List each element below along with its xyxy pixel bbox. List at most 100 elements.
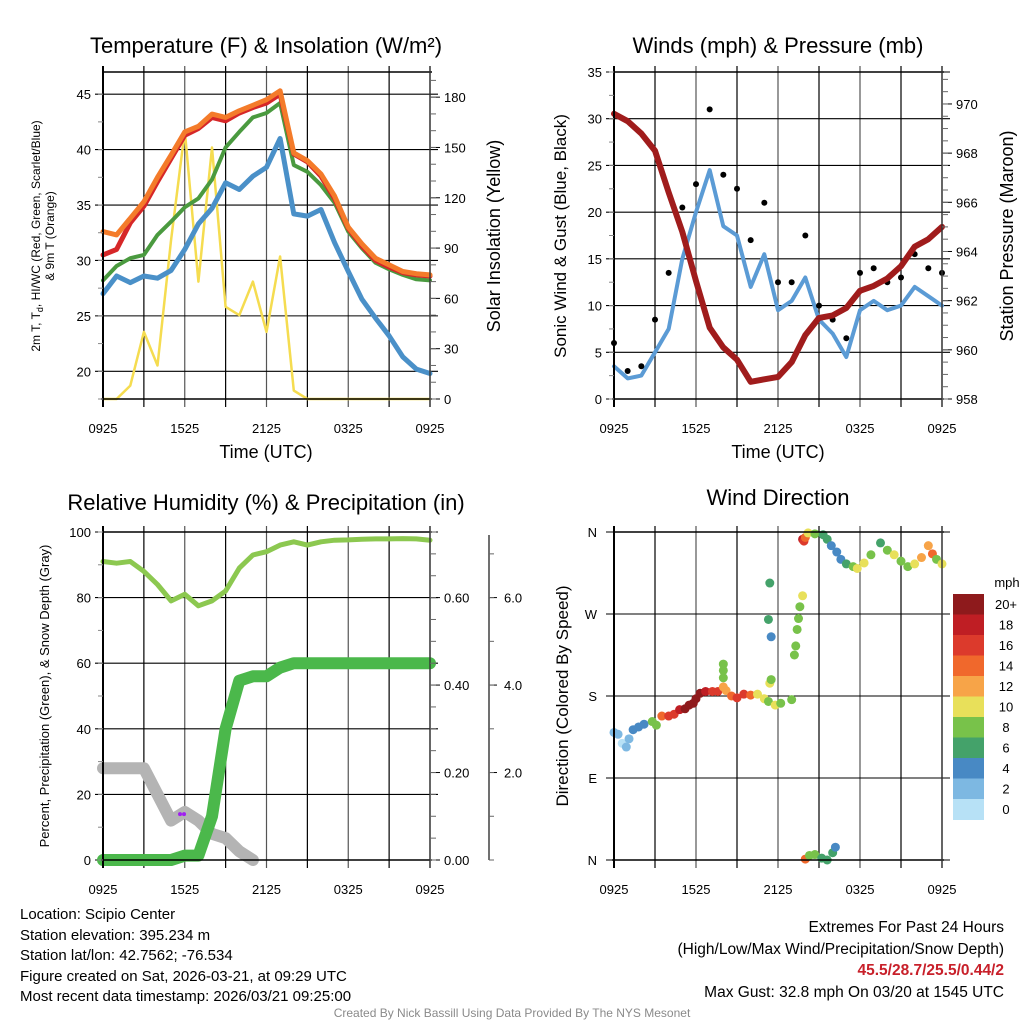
direction-tick-label: W [585, 607, 598, 622]
y-tick-label: 20 [77, 364, 91, 379]
direction-point [794, 614, 803, 624]
direction-point [792, 624, 802, 634]
extremes-info: Extremes For Past 24 Hours (High/Low/Max… [678, 917, 1005, 1003]
y-tick-label: 100 [69, 525, 91, 540]
y2-tick-label: 0 [444, 392, 451, 407]
direction-point [776, 698, 786, 708]
direction-point [787, 695, 797, 705]
gust-point [802, 232, 809, 239]
y2-tick-label: 0.40 [444, 678, 469, 693]
x-tick-label: 0925 [416, 421, 445, 436]
winds-series [611, 106, 945, 385]
gust-point [870, 265, 877, 272]
colorbar-label: 0 [1002, 802, 1009, 817]
temperature-xlabel: Time (UTC) [219, 442, 312, 462]
winds-ylabel2: Station Pressure (Maroon) [997, 130, 1017, 341]
direction-point [810, 850, 820, 860]
direction-tick-label: N [588, 853, 597, 868]
y2-tick-label: 180 [444, 90, 466, 105]
gust-point [693, 181, 699, 188]
y-tick-label: 45 [77, 87, 91, 102]
location-text: Location: Scipio Center [20, 906, 176, 923]
temperature-ylabel2: Solar Insolation (Yellow) [484, 140, 504, 332]
colorbar-swatch [953, 758, 984, 779]
humidity-axes: 0925 1525 2125 0325 0925 0 20 40 60 80 100 0.00 0.20… [69, 525, 522, 897]
winds-grid [606, 66, 950, 407]
humidity-title: Relative Humidity (%) & Precipitation (i… [67, 490, 464, 515]
direction-point [896, 556, 906, 566]
gust-point [788, 279, 795, 286]
direction-point [826, 541, 836, 551]
direction-point [624, 734, 634, 744]
direction-point [917, 553, 926, 563]
series-snow-depth [97, 762, 259, 866]
elevation-text: Station elevation: 395.234 m [20, 926, 211, 944]
y3-tick-label: 4.0 [504, 678, 522, 693]
colorbar-label: 4 [1002, 761, 1009, 776]
x-tick-label: 0925 [600, 882, 629, 897]
direction-point [765, 578, 775, 588]
gust-point [638, 363, 645, 370]
y-tick-label: 20 [77, 787, 91, 802]
colorbar-swatch [953, 799, 984, 820]
y-tick-label: 80 [77, 591, 91, 606]
colorbar-label: 20+ [995, 597, 1017, 612]
colorbar-label: 12 [999, 679, 1013, 694]
gust-point [747, 237, 754, 244]
direction-tick-label: S [588, 689, 597, 704]
x-tick-label: 2125 [764, 882, 793, 897]
y-tick-label: 35 [588, 65, 602, 80]
wind-direction-panel: Wind Direction 0925 1525 2125 0325 0925NESWN… [553, 485, 1020, 897]
series-sonic-wind [612, 168, 944, 381]
y-tick-label: 10 [588, 299, 602, 314]
colorbar-swatch [953, 737, 984, 759]
direction-point [841, 559, 851, 569]
direction-point [701, 686, 711, 696]
y-tick-label: 35 [77, 198, 91, 213]
purple-marker [178, 812, 183, 817]
gust-point [775, 279, 781, 286]
x-tick-label: 0925 [89, 421, 118, 436]
colorbar-title: mph [994, 575, 1019, 590]
x-tick-label: 0325 [334, 421, 363, 436]
created-text: Figure created on Sat, 2026-03-21, at 09… [20, 967, 347, 985]
y-tick-label: 20 [588, 205, 602, 220]
direction-point [810, 529, 820, 539]
wind-direction-ylabel: Direction (Colored By Speed) [553, 585, 572, 806]
colorbar-swatch [953, 635, 984, 656]
gust-point [652, 316, 658, 323]
y2-tick-label: 966 [956, 195, 978, 210]
direction-point [718, 673, 728, 683]
recent-timestamp-text: Most recent data timestamp: 2026/03/21 0… [20, 988, 352, 1005]
direction-point [766, 632, 776, 642]
colorbar-label: 2 [1002, 782, 1009, 797]
x-tick-label: 1525 [682, 882, 711, 897]
temperature-axes: 0925 1525 2125 0325 0925 20 25 30 35 40 45 0 30 60 90 1… [77, 66, 466, 436]
x-tick-label: 0925 [89, 882, 118, 897]
direction-point [852, 563, 862, 573]
direction-point [889, 550, 899, 560]
direction-point [832, 547, 842, 557]
colorbar-label: 14 [999, 659, 1013, 674]
gust-point [857, 269, 863, 276]
y3-tick-label: 6.0 [504, 591, 522, 606]
y2-tick-label: 970 [956, 97, 978, 112]
temperature-panel: Temperature (F) & Insolation (W/m²) 0925… [29, 33, 504, 462]
y2-tick-label: 120 [444, 191, 466, 206]
y2-tick-label: 968 [956, 146, 978, 161]
x-tick-label: 2125 [764, 421, 793, 436]
temperature-series [100, 88, 433, 401]
gust-point [720, 171, 727, 178]
direction-point [718, 659, 728, 669]
direction-point [923, 541, 933, 551]
colorbar-label: 6 [1002, 741, 1009, 756]
y-tick-label: 25 [77, 309, 91, 324]
station-info: Location: Scipio Center Station elevatio… [20, 905, 351, 1008]
winds-panel: Winds (mph) & Pressure (mb) 0925 1525 2125… [551, 33, 1017, 462]
x-tick-label: 2125 [252, 882, 281, 897]
colorbar-swatch [953, 717, 984, 738]
y-tick-label: 30 [588, 112, 602, 127]
colorbar-label: 16 [999, 638, 1013, 653]
y3-tick-label: 2.0 [504, 766, 522, 781]
